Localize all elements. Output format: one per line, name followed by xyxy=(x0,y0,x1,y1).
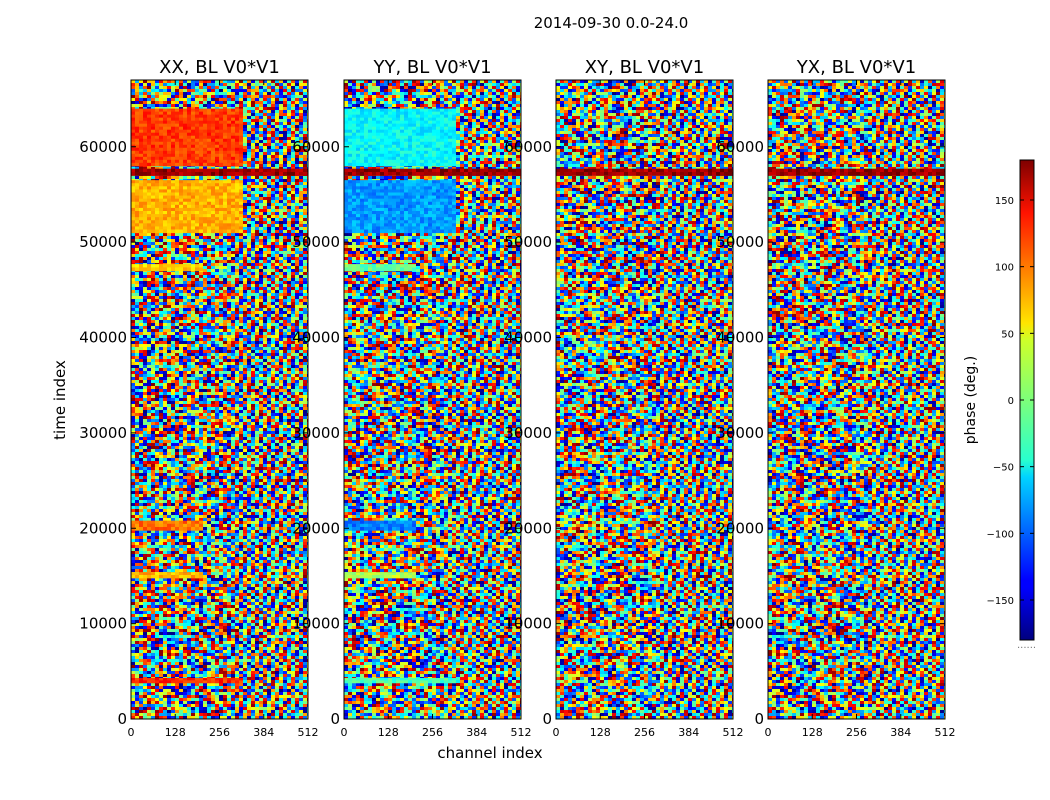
coherent-band xyxy=(344,168,521,176)
y-tick-label: 20000 xyxy=(292,519,340,537)
coherent-band xyxy=(344,677,456,684)
x-tick-label: 384 xyxy=(466,726,487,739)
y-tick-label: 60000 xyxy=(79,138,127,156)
figure-title: 2014-09-30 0.0-24.0 xyxy=(534,14,689,32)
panels: XX, BL V0*V1 0 128 256 384 512 0 10000 20000 3000… xyxy=(79,57,955,739)
y-tick-label: 20000 xyxy=(716,519,764,537)
phase-image xyxy=(344,80,521,719)
y-tick-label: 60000 xyxy=(716,138,764,156)
y-tick-label: 40000 xyxy=(292,329,340,347)
coherent-band xyxy=(131,168,308,176)
panel-title: YX, BL V0*V1 xyxy=(796,57,916,78)
x-tick-label: 256 xyxy=(846,726,867,739)
coherent-band xyxy=(131,180,243,234)
x-tick-label: 512 xyxy=(723,726,744,739)
x-tick-label: 128 xyxy=(802,726,823,739)
panel-2: YY, BL V0*V1 0 128 256 384 512 0 10000 20000 3000… xyxy=(292,57,531,739)
x-tick-label: 0 xyxy=(341,726,348,739)
y-tick-label: 30000 xyxy=(292,424,340,442)
coherent-band xyxy=(344,108,456,167)
colorbar-label: phase (deg.) xyxy=(963,356,979,444)
coherent-band xyxy=(131,108,243,167)
coherent-band xyxy=(344,572,416,579)
y-tick-label: 0 xyxy=(754,710,764,728)
coherent-band xyxy=(131,572,203,579)
x-tick-label: 128 xyxy=(590,726,611,739)
panel-3: XY, BL V0*V1 0 128 256 384 512 0 10000 20000 3000… xyxy=(504,57,743,739)
colorbar-tick-label: −150 xyxy=(987,596,1014,607)
y-tick-label: 0 xyxy=(330,710,340,728)
x-tick-label: 0 xyxy=(128,726,135,739)
coherent-band xyxy=(556,168,733,176)
colorbar-tick-label: 0 xyxy=(1008,396,1014,407)
panel-title: XX, BL V0*V1 xyxy=(159,57,280,78)
colorbar-tick-label: 100 xyxy=(995,263,1014,274)
x-tick-label: 384 xyxy=(253,726,274,739)
x-tick-label: 128 xyxy=(165,726,186,739)
y-tick-label: 50000 xyxy=(504,233,552,251)
phase-image xyxy=(556,80,733,719)
colorbar-ticks: 150 100 50 0 −50 −100 −150 xyxy=(987,196,1034,607)
y-tick-label: 50000 xyxy=(79,233,127,251)
x-tick-label: 128 xyxy=(378,726,399,739)
y-tick-label: 20000 xyxy=(79,519,127,537)
y-tick-label: 30000 xyxy=(79,424,127,442)
coherent-band xyxy=(344,520,416,531)
y-tick-label: 0 xyxy=(117,710,127,728)
x-tick-label: 512 xyxy=(935,726,956,739)
colorbar-tick-label: 150 xyxy=(995,196,1014,207)
coherent-band xyxy=(344,264,416,272)
phase-image xyxy=(131,80,308,719)
y-tick-label: 10000 xyxy=(292,615,340,633)
y-tick-label: 30000 xyxy=(504,424,552,442)
colorbar-note: ...... xyxy=(1017,640,1036,651)
y-tick-label: 10000 xyxy=(504,615,552,633)
coherent-band xyxy=(131,677,243,684)
colorbar-tick-label: −50 xyxy=(993,463,1014,474)
y-tick-label: 40000 xyxy=(79,329,127,347)
x-tick-label: 256 xyxy=(422,726,443,739)
x-tick-label: 384 xyxy=(678,726,699,739)
y-tick-label: 10000 xyxy=(79,615,127,633)
y-tick-label: 60000 xyxy=(292,138,340,156)
x-tick-label: 512 xyxy=(298,726,319,739)
x-tick-label: 512 xyxy=(511,726,532,739)
coherent-band xyxy=(344,180,456,234)
colorbar: 150 100 50 0 −50 −100 −150 phase (deg.) ...... xyxy=(963,159,1036,651)
x-tick-label: 256 xyxy=(209,726,230,739)
y-tick-label: 40000 xyxy=(716,329,764,347)
coherent-band xyxy=(131,264,203,272)
y-tick-label: 40000 xyxy=(504,329,552,347)
panel-title: XY, BL V0*V1 xyxy=(585,57,704,78)
y-tick-label: 30000 xyxy=(716,424,764,442)
colorbar-tick-label: −100 xyxy=(987,529,1014,540)
y-tick-label: 20000 xyxy=(504,519,552,537)
x-tick-label: 384 xyxy=(890,726,911,739)
x-tick-label: 256 xyxy=(634,726,655,739)
y-axis-label: time index xyxy=(51,360,69,440)
panel-4: YX, BL V0*V1 0 128 256 384 512 0 10000 20000 3000… xyxy=(716,57,955,739)
panel-title: YY, BL V0*V1 xyxy=(372,57,491,78)
colorbar-tick-label: 50 xyxy=(1001,329,1014,340)
phase-image xyxy=(768,80,945,719)
coherent-band xyxy=(131,520,203,531)
x-tick-label: 0 xyxy=(553,726,560,739)
coherent-band xyxy=(768,168,945,176)
y-tick-label: 50000 xyxy=(292,233,340,251)
x-axis-label: channel index xyxy=(437,744,542,762)
panel-1: XX, BL V0*V1 0 128 256 384 512 0 10000 20000 3000… xyxy=(79,57,318,739)
x-tick-label: 0 xyxy=(765,726,772,739)
y-tick-label: 60000 xyxy=(504,138,552,156)
y-tick-label: 10000 xyxy=(716,615,764,633)
y-tick-label: 50000 xyxy=(716,233,764,251)
y-tick-label: 0 xyxy=(542,710,552,728)
